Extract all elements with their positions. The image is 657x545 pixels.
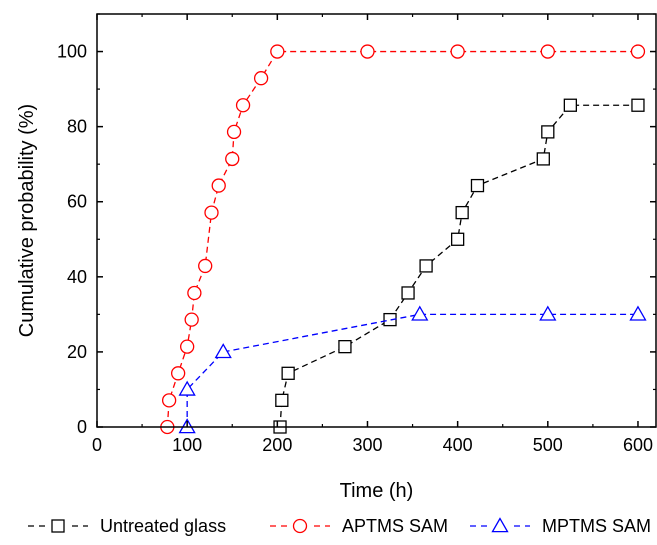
data-point	[411, 305, 429, 321]
y-tick-label: 60	[67, 192, 87, 212]
legend-label: Untreated glass	[100, 516, 226, 536]
data-point	[455, 205, 469, 220]
data-point	[338, 340, 352, 354]
data-point	[541, 125, 555, 139]
x-tick-label: 100	[172, 435, 202, 455]
data-point	[180, 339, 195, 354]
data-point	[270, 44, 285, 59]
plot-area	[160, 44, 647, 435]
data-point	[178, 380, 196, 396]
data-point	[184, 312, 199, 327]
legend-marker	[491, 517, 509, 533]
legend-label: APTMS SAM	[342, 516, 448, 536]
series-line	[279, 104, 638, 428]
data-point	[450, 232, 465, 246]
data-point	[214, 343, 232, 359]
data-point	[563, 98, 577, 112]
legend-label: MPTMS SAM	[542, 516, 651, 536]
y-tick-label: 40	[67, 267, 87, 287]
data-point	[211, 178, 226, 193]
x-tick-label: 500	[533, 435, 563, 455]
data-point	[629, 305, 647, 321]
series-untreated-glass	[273, 98, 645, 434]
data-point	[161, 393, 177, 408]
x-tick-label: 600	[623, 435, 653, 455]
data-point	[187, 285, 202, 301]
data-point	[253, 71, 269, 86]
data-point	[419, 259, 433, 273]
series-aptms-sam	[160, 44, 646, 435]
data-point	[631, 98, 645, 112]
y-tick-label: 0	[77, 417, 87, 437]
data-point	[225, 151, 240, 167]
x-tick-label: 400	[443, 435, 473, 455]
legend-item: APTMS SAM	[270, 516, 448, 536]
data-point	[204, 205, 219, 220]
data-point	[281, 366, 295, 380]
data-point	[630, 44, 646, 59]
data-point	[198, 258, 213, 274]
y-tick-label: 20	[67, 342, 87, 362]
data-point	[226, 124, 242, 140]
data-point	[450, 44, 465, 59]
data-point	[536, 152, 550, 166]
legend-item: Untreated glass	[28, 516, 226, 536]
data-point	[275, 393, 289, 407]
data-point	[539, 305, 557, 321]
legend-marker	[292, 518, 308, 534]
legend-item: MPTMS SAM	[470, 516, 651, 536]
x-tick-label: 300	[352, 435, 382, 455]
data-point	[401, 286, 415, 300]
plot-frame	[96, 13, 657, 428]
x-tick-label: 0	[92, 435, 102, 455]
x-axis-title: Time (h)	[340, 480, 414, 502]
legend: Untreated glass APTMS SAM MPTMS SAM	[28, 516, 651, 536]
y-axis-title: Cumulative probability (%)	[16, 104, 38, 337]
y-tick-label: 80	[67, 117, 87, 137]
series-line	[166, 50, 638, 428]
axes: 0 100 200 300 400 500 600 0 20 40 60 80 100	[57, 13, 657, 455]
data-point	[540, 44, 555, 59]
data-point	[170, 366, 186, 381]
data-point	[383, 312, 397, 327]
data-point	[470, 178, 485, 193]
data-point	[235, 98, 251, 113]
series-mptms-sam	[178, 305, 647, 434]
legend-marker	[51, 519, 65, 533]
x-tick-label: 200	[262, 435, 292, 455]
y-tick-label: 100	[57, 42, 87, 62]
series-line	[186, 313, 638, 427]
data-point	[360, 44, 375, 59]
